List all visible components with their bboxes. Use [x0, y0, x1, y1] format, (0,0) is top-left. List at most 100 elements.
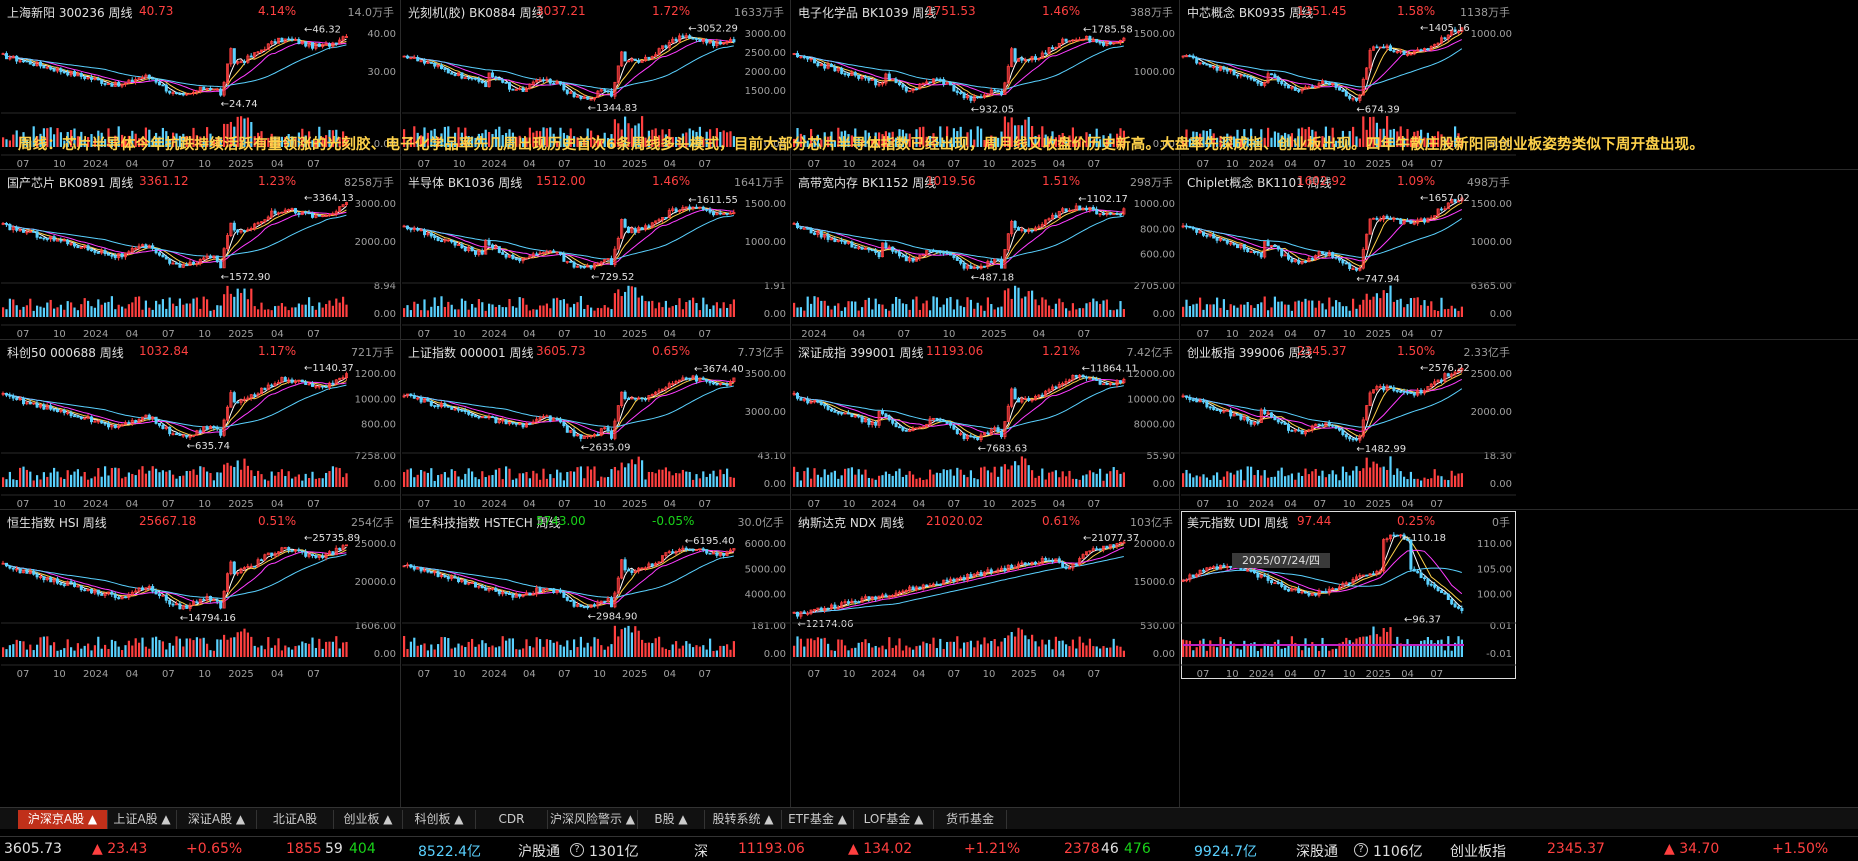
volume-bar [471, 638, 474, 657]
candle-body [1399, 390, 1403, 393]
last-price: 21020.02 [926, 514, 984, 528]
time-axis-tick: 04 [126, 499, 139, 509]
time-axis-tick: 10 [453, 499, 466, 509]
chart-panel[interactable]: ←1657.02 ←747.94 1500.00 1000.00 6365.00 0.00… [1181, 171, 1516, 339]
volume-bar [1216, 297, 1219, 317]
candle-body [548, 78, 552, 84]
volume-bar [1236, 648, 1239, 657]
volume-bar [29, 471, 32, 487]
volume-bar [1437, 131, 1440, 147]
volume-bar [2, 647, 5, 657]
volume-bar [83, 645, 86, 657]
volume-bar [508, 638, 511, 657]
candle-body [562, 253, 566, 262]
chart-panel[interactable]: ←1611.55 ←729.52 1500.00 1000.00 1.91 0.00 07 1… [402, 171, 790, 339]
chart-panel[interactable]: ←1102.17 ←487.18 1000.00 800.00 600.00 2705.0… [792, 171, 1179, 339]
chart-panel[interactable]: ←1785.58 ←932.05 1500.00 1000.00 0.00 07 10 202… [792, 1, 1179, 169]
volume-bar [685, 471, 688, 487]
candle-body [647, 56, 651, 60]
candle-body [569, 91, 573, 94]
volume-bar [1270, 137, 1273, 147]
candle-body [802, 227, 806, 230]
chart-panel[interactable]: ←21077.37 ←12174.06 20000.0 15000.0 530.00 0.… [792, 511, 1179, 679]
time-axis-tick: 07 [808, 669, 821, 679]
volume-bar [1003, 464, 1006, 487]
chart-panel[interactable]: ←1405.16 ←674.39 1000.00 0.00 07 10 2024 04 07 10… [1181, 1, 1516, 169]
chart-panel[interactable]: ←110.18 ←96.37 110.00 105.00 100.00 0.01 -0.01… [1181, 511, 1516, 679]
volume-bar [1416, 130, 1419, 147]
chart-panel[interactable]: ←25735.89 ←14794.16 25000.0 20000.0 1606.00 0… [1, 511, 400, 679]
candle-body [484, 82, 488, 88]
candle-body [671, 38, 675, 43]
volume-bar [498, 304, 501, 317]
candle-body [915, 586, 919, 591]
candle-body [195, 430, 199, 436]
volume-bar [726, 132, 729, 147]
volume-bar [263, 649, 266, 657]
chart-panel[interactable]: ←11864.11 ←7683.63 12000.00 10000.00 8000.00… [792, 341, 1179, 509]
volume-bar [301, 304, 304, 317]
candle-body [1283, 254, 1287, 257]
chart-panel[interactable]: ←3674.40 ←2635.09 3500.00 3000.00 43.10 0.00 0… [402, 341, 790, 509]
candle-body [1426, 386, 1430, 391]
candlestick-chart: ←3364.13←1572.903000.002000.008.940.0007… [1, 193, 400, 339]
candle-body [45, 238, 49, 240]
volume-bar [1369, 635, 1372, 657]
period-low-label: ←1482.99 [1356, 444, 1406, 455]
volume-bar [793, 466, 796, 487]
candle-body [565, 425, 569, 433]
volume-bar [1280, 648, 1283, 657]
volume-bar [158, 472, 161, 487]
volume-bar [542, 305, 545, 317]
volume-bar [416, 303, 419, 317]
volume-bar [562, 480, 565, 487]
volume-bar [932, 133, 935, 147]
candle-body [904, 590, 908, 592]
volume-bar [165, 471, 168, 487]
volume-bar [477, 133, 480, 147]
chart-panel[interactable]: ←2576.22 ←1482.99 2500.00 2000.00 18.30 0.00 0… [1181, 341, 1516, 509]
chart-panel[interactable]: ←3052.29 ←1344.83 3000.00 2500.00 2000.00 150… [402, 1, 790, 169]
volume-bar [1457, 473, 1460, 487]
candle-body [722, 553, 726, 556]
volume-bar [1382, 628, 1385, 657]
volume-bar [729, 304, 732, 317]
candle-body [684, 547, 688, 550]
candle-body [229, 561, 233, 575]
chart-panel[interactable]: ←1140.37 ←635.74 1200.00 1000.00 800.00 7258.… [1, 341, 400, 509]
moving-average-line [793, 544, 1124, 615]
volume-bar [1075, 648, 1078, 657]
candle-body [1412, 568, 1416, 572]
candle-body [1290, 258, 1294, 263]
volume-bar [997, 646, 1000, 657]
candle-body [620, 219, 624, 239]
volume-bar [2, 307, 5, 317]
volume-bar [532, 470, 535, 487]
candle-body [1429, 217, 1433, 220]
volume-bar [1290, 310, 1293, 317]
volume-bar [1007, 635, 1010, 657]
volume-bar [491, 475, 494, 487]
volume-bar [1068, 135, 1071, 147]
candle-body [1122, 378, 1126, 383]
candle-body [688, 35, 692, 39]
volume-bar [1273, 296, 1276, 317]
chart-panel[interactable]: ←46.32 ←24.74 40.00 30.00 0.00 07 10 2024 04 07 10… [1, 1, 400, 169]
candle-body [579, 434, 583, 439]
candle-body [324, 386, 328, 389]
chart-panel[interactable]: ←6195.40 ←2984.90 6000.00 5000.00 4000.00 181… [402, 511, 790, 679]
candle-body [1266, 241, 1270, 247]
candle-body [107, 591, 111, 594]
volume-bar [1017, 627, 1020, 657]
candle-body [589, 98, 593, 101]
candle-body [39, 61, 43, 67]
instrument-name: 上海新阳 300236 周线 [7, 6, 133, 20]
volume-bar [134, 638, 137, 657]
price-axis-tick: 1500.00 [745, 199, 786, 210]
time-axis-tick: 04 [1401, 329, 1414, 339]
volume-bar [314, 140, 317, 147]
volume-bar [1024, 635, 1027, 657]
candle-body [69, 71, 73, 76]
chart-panel[interactable]: ←3364.13 ←1572.90 3000.00 2000.00 8.94 0.00 07… [1, 171, 400, 339]
candle-body [256, 559, 260, 567]
